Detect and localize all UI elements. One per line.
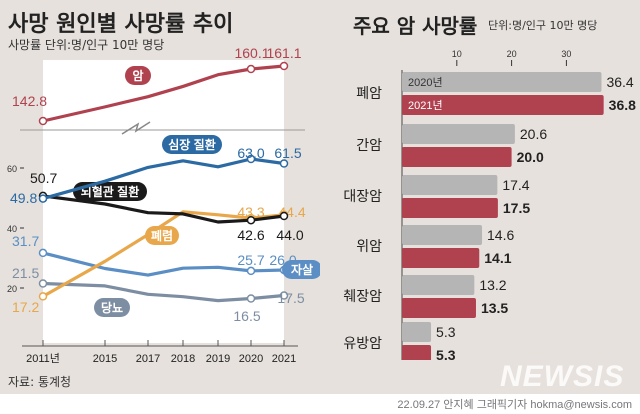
right-chart-title: 주요 암 사망률 [353, 14, 478, 38]
data-point [246, 266, 256, 276]
data-label: 50.7 [30, 170, 57, 186]
series-tag-label: 뇌혈관 질환 [81, 184, 140, 199]
data-point [246, 215, 256, 225]
data-label: 25.7 [237, 252, 264, 268]
x-tick-label: 2018 [171, 353, 195, 365]
y-tick-label: 20 [7, 284, 17, 294]
series-tag-bg [282, 260, 320, 279]
series-tag-label: 암 [132, 69, 143, 83]
series-tag-bg [145, 226, 179, 245]
data-point [38, 292, 48, 301]
bar-value-label: 20.0 [517, 149, 544, 165]
data-point [38, 194, 48, 203]
data-label: 160.1 [234, 45, 269, 61]
data-point [279, 159, 289, 168]
data-point [38, 279, 48, 288]
y-tick-label: 40 [7, 224, 17, 234]
series-tag-bg [162, 135, 222, 154]
data-point [38, 248, 48, 258]
bar-value-label: 36.8 [609, 97, 636, 113]
bar-value-label: 5.3 [436, 347, 456, 360]
series-tag-bg [73, 182, 147, 201]
category-label: 유방암 [343, 335, 382, 351]
data-point [246, 154, 256, 164]
series-tag-bg [125, 66, 151, 85]
right-chart-unit: 단위:명/인구 10만 명당 [488, 19, 598, 32]
bar-value-label: 36.4 [606, 74, 633, 90]
bar-2021년 [402, 345, 432, 360]
bar-2021년 [402, 298, 476, 318]
footer: 22.09.27 안지혜 그래픽기자 hokma@newsis.com [0, 394, 640, 414]
category-label: 위암 [356, 238, 382, 254]
y-tick-label: 60 [7, 164, 17, 174]
data-label: 31.7 [12, 233, 39, 249]
bar-value-label: 17.4 [502, 177, 529, 193]
data-point [279, 211, 289, 221]
x-tick-label: 2019 [206, 353, 230, 365]
data-point [246, 64, 256, 74]
bar-value-label: 20.6 [520, 126, 547, 142]
series-tag-label: 자살 [291, 262, 313, 277]
data-label: 161.1 [266, 45, 301, 61]
data-label: 17.5 [277, 290, 304, 306]
newsis-watermark: NEWSIS [500, 360, 625, 393]
series-tag-label: 당뇨 [101, 300, 123, 315]
data-label: 61.5 [274, 145, 301, 161]
x-tick-label: 2011년 [26, 352, 60, 365]
data-point [279, 61, 289, 71]
bar-2020년 [402, 175, 498, 195]
left-chart-subtitle: 사망률 단위:명/인구 10만 명당 [8, 38, 165, 52]
data-label: 42.6 [237, 227, 264, 243]
x-tick-label: 2017 [136, 353, 160, 365]
bar-2020년 [402, 124, 515, 144]
legend-in-bar: 2020년 [408, 76, 443, 89]
bar-2021년 [402, 248, 480, 268]
category-label: 췌장암 [343, 288, 382, 304]
x-tick-label: 2021 [272, 353, 296, 365]
credit-text: 22.09.27 안지혜 그래픽기자 hokma@newsis.com [397, 399, 632, 411]
x-tick-label: 10 [452, 49, 462, 59]
x-tick-label: 20 [507, 49, 517, 59]
bar-value-label: 17.5 [503, 200, 530, 216]
axis-break-symbol [121, 121, 151, 135]
data-label: 63.0 [237, 145, 264, 161]
x-tick-label: 2015 [93, 353, 117, 365]
data-label: 17.2 [12, 299, 39, 315]
series-tag-label: 심장 질환 [168, 137, 216, 152]
legend-in-bar: 2021년 [408, 99, 443, 112]
bar-value-label: 5.3 [436, 324, 456, 340]
data-point [38, 116, 48, 126]
data-label: 142.8 [12, 93, 47, 109]
data-point [279, 291, 289, 300]
bar-value-label: 13.5 [481, 300, 508, 316]
line-chart: 20 40 60 2011년 2015 2017 2018 2019 2020 2021 21.5 1… [7, 45, 320, 365]
data-point [246, 294, 256, 303]
bar-value-label: 13.2 [479, 277, 506, 293]
bar-2021년 [402, 198, 498, 218]
category-label: 폐암 [356, 85, 382, 101]
data-label: 21.5 [12, 265, 39, 281]
bar-2021년 [402, 147, 512, 167]
data-label: 16.5 [233, 308, 260, 324]
bar-2020년 [402, 225, 483, 245]
series-tag-bg [94, 298, 130, 317]
data-label: 49.8 [10, 190, 37, 206]
data-label: 44.0 [276, 227, 303, 243]
category-label: 대장암 [343, 188, 382, 204]
data-label: 43.3 [237, 204, 264, 220]
source-note: 자료: 통계청 [8, 375, 72, 389]
category-label: 간암 [356, 137, 382, 153]
x-tick-label: 2020 [239, 353, 263, 365]
series-tag-label: 폐렴 [151, 228, 173, 243]
bar-2020년 [402, 72, 602, 92]
x-tick-label: 30 [561, 49, 571, 59]
bar-value-label: 14.1 [484, 250, 511, 266]
left-chart-title: 사망 원인별 사망률 추이 [8, 12, 234, 37]
bar-2020년 [402, 322, 432, 342]
bar-2020년 [402, 275, 475, 295]
bar-value-label: 14.6 [487, 227, 514, 243]
bar-2021년 [402, 95, 604, 115]
